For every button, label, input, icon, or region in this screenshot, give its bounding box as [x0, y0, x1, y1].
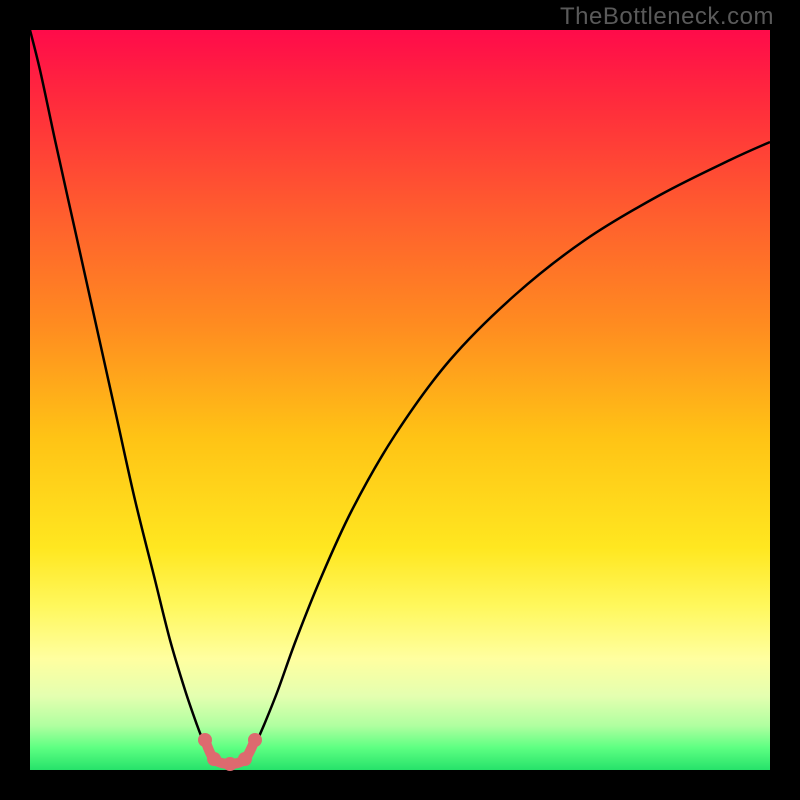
marker-dot: [198, 733, 212, 747]
marker-dot: [223, 757, 237, 771]
marker-dot: [238, 752, 252, 766]
bottleneck-chart: [0, 0, 800, 800]
plot-background: [30, 30, 770, 770]
watermark-text: TheBottleneck.com: [560, 3, 774, 31]
marker-dot: [207, 752, 221, 766]
chart-frame: [0, 0, 800, 800]
marker-dot: [248, 733, 262, 747]
